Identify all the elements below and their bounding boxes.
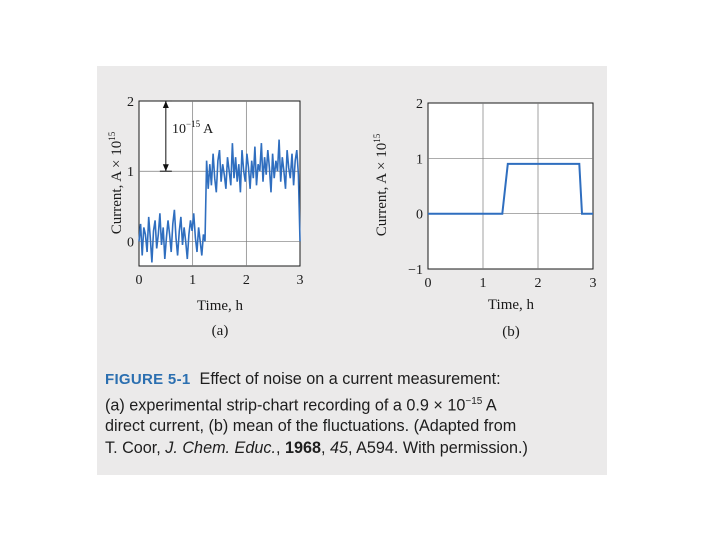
caption-year: 1968	[284, 438, 321, 457]
panel-a-y-tick-labels: 0 1 2	[127, 95, 134, 250]
panel-a-x-axis-label: Time, h	[197, 298, 244, 314]
caption-line-2: (a) experimental strip-chart recording o…	[105, 391, 605, 417]
y-tick-label: 2	[416, 97, 423, 112]
panel-b-y-tick-labels: −1 0 1 2	[408, 97, 423, 278]
caption-line-1: FIGURE 5-1 Effect of noise on a current …	[105, 369, 605, 391]
annotation-arrowhead-top	[162, 101, 169, 108]
panel-a: 10−15 A 0 1 2 0 1 2 3 Current, A × 1015 Time, …	[107, 95, 304, 339]
y-tick-label: 2	[127, 95, 134, 110]
panel-b-x-tick-labels: 0 1 2 3	[425, 276, 597, 291]
figure-label: FIGURE 5-1	[105, 371, 191, 388]
x-tick-label: 1	[480, 276, 487, 291]
caption-exponent: −15	[465, 395, 483, 407]
panel-a-label: (a)	[212, 323, 229, 339]
x-tick-label: 2	[535, 276, 542, 291]
y-tick-label: −1	[408, 263, 423, 278]
caption-text-4c: ,	[320, 438, 330, 457]
x-tick-label: 1	[189, 273, 196, 288]
x-tick-label: 3	[590, 276, 597, 291]
caption-journal: J. Chem. Educ.	[165, 438, 276, 457]
caption-text-1: Effect of noise on a current measurement…	[199, 370, 501, 388]
y-tick-label: 1	[416, 152, 423, 167]
caption-line-3: direct current, (b) mean of the fluctuat…	[105, 416, 605, 438]
panel-b-x-axis-label: Time, h	[488, 297, 535, 313]
panel-b-label: (b)	[502, 324, 520, 340]
panel-a-series-line	[138, 139, 301, 263]
y-tick-label: 0	[416, 208, 423, 223]
caption-volume: 45	[329, 438, 348, 457]
panel-a-x-tick-labels: 0 1 2 3	[136, 273, 304, 288]
caption-text-2a: (a) experimental strip-chart recording o…	[105, 395, 466, 414]
caption-text-4b: ,	[275, 438, 285, 457]
panel-b-plot-area	[427, 102, 594, 270]
panel-a-annotation: 10−15 A	[159, 100, 214, 172]
y-tick-label: 0	[127, 235, 134, 250]
panel-b-y-axis-label: Current, A × 1015	[372, 133, 390, 236]
y-tick-label: 1	[127, 165, 134, 180]
caption-text-4d: , A594. With permission.)	[347, 438, 528, 457]
panel-b-series-line	[428, 162, 593, 215]
caption-text-3: direct current, (b) mean of the fluctuat…	[105, 417, 517, 436]
annotation-label: 10−15 A	[172, 119, 214, 137]
figure-caption: FIGURE 5-1 Effect of noise on a current …	[105, 369, 605, 459]
x-tick-label: 2	[243, 273, 250, 288]
x-tick-label: 3	[297, 273, 304, 288]
panel-a-y-axis-label: Current, A × 1015	[107, 131, 125, 234]
annotation-arrowhead-bottom	[162, 164, 169, 172]
x-tick-label: 0	[425, 276, 432, 291]
caption-text-2b: A	[482, 395, 497, 414]
x-tick-label: 0	[136, 273, 143, 288]
caption-text-4a: T. Coor,	[105, 438, 166, 457]
caption-line-4: T. Coor, J. Chem. Educ., 1968, 45, A594.…	[105, 438, 605, 460]
